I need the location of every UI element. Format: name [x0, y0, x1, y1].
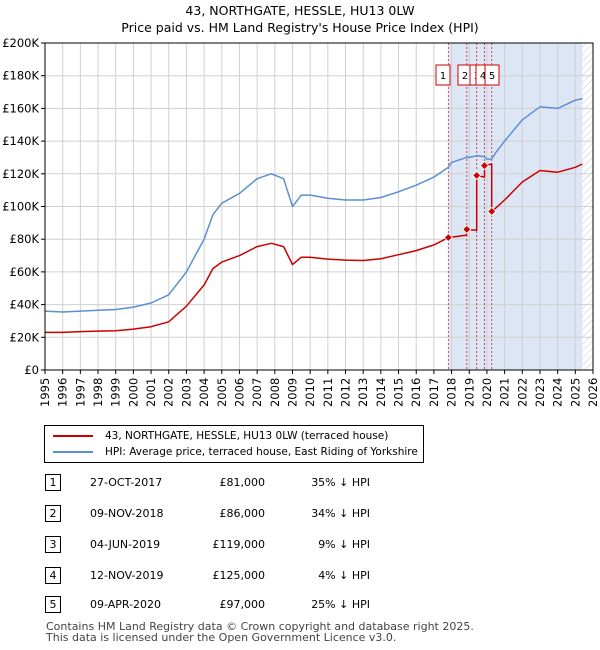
y-tick-label: £20K [10, 330, 40, 344]
x-tick-label: 1998 [91, 378, 105, 407]
sale-label-box [435, 64, 451, 86]
transaction-hpi: 35% ↓ HPI [311, 476, 370, 489]
legend-hpi-label: HPI: Average price, terraced house, East… [105, 446, 418, 458]
x-tick-label: 1997 [73, 378, 87, 407]
footer-licence: This data is licensed under the Open Gov… [46, 631, 397, 644]
y-tick-label: £120K [2, 167, 39, 181]
hpi-series-line [44, 97, 583, 313]
y-tick-label: £200K [2, 36, 39, 50]
x-tick-label: 2016 [409, 378, 423, 407]
price-chart: 12345 £0£20K£40K£60K£80K£100K£120K£140K£… [2, 36, 600, 407]
transaction-price: £119,000 [212, 538, 266, 551]
transaction-date: 09-NOV-2018 [90, 507, 164, 520]
x-tick-label: 2003 [179, 378, 193, 407]
footer: Contains HM Land Registry data © Crown c… [46, 621, 474, 643]
x-tick-label: 2020 [480, 378, 494, 407]
transaction-date: 12-NOV-2019 [90, 569, 164, 582]
x-tick-label: 2011 [321, 378, 335, 407]
transaction-number: 1 [45, 474, 61, 491]
y-tick-label: £0 [24, 363, 39, 377]
x-tick-label: 2004 [197, 378, 211, 407]
x-tick-label: 1999 [109, 378, 123, 407]
transaction-date: 09-APR-2020 [90, 598, 162, 611]
chart-legend: 43, NORTHGATE, HESSLE, HU13 0LW (terrace… [44, 425, 424, 463]
x-tick-label: 2022 [515, 378, 529, 407]
x-tick-label: 2005 [215, 378, 229, 407]
transaction-number: 4 [45, 567, 61, 584]
x-tick-label: 1996 [56, 378, 70, 407]
transaction-hpi: 25% ↓ HPI [311, 598, 370, 611]
y-tick-label: £140K [2, 134, 39, 148]
y-tick-label: £80K [10, 232, 40, 246]
x-tick-label: 2018 [445, 378, 459, 407]
x-tick-label: 2006 [232, 378, 246, 407]
x-tick-label: 2014 [374, 378, 388, 407]
x-tick-label: 2010 [303, 378, 317, 407]
transaction-hpi: 34% ↓ HPI [311, 507, 370, 520]
sale-point [472, 170, 482, 181]
transaction-date: 04-JUN-2019 [90, 538, 161, 551]
footer-copyright: Contains HM Land Registry data © Crown c… [46, 620, 474, 633]
sale-label-box [484, 64, 500, 86]
x-tick-label: 2021 [498, 378, 512, 407]
sale-point [487, 206, 497, 216]
x-tick-label: 2024 [551, 378, 565, 407]
transaction-hpi: 4% ↓ HPI [318, 569, 370, 582]
x-tick-label: 2002 [162, 378, 176, 407]
x-tick-label: 2015 [392, 378, 406, 407]
transaction-hpi: 9% ↓ HPI [318, 538, 370, 551]
y-tick-label: £40K [10, 298, 40, 312]
sale-label-number: 4 [480, 71, 486, 82]
x-tick-label: 2023 [533, 378, 547, 407]
transaction-number: 3 [45, 536, 61, 553]
y-tick-label: £100K [2, 200, 39, 214]
y-tick-label: £160K [2, 101, 39, 115]
sale-point [479, 161, 490, 171]
legend-hpi-swatch [53, 451, 93, 453]
transaction-price: £97,000 [219, 598, 266, 611]
transaction-number: 5 [45, 596, 61, 613]
x-tick-label: 2019 [462, 378, 476, 407]
legend-property: 43, NORTHGATE, HESSLE, HU13 0LW (terrace… [53, 428, 388, 444]
chart-title-line2: Price paid vs. HM Land Registry's House … [121, 20, 479, 35]
x-tick-label: 2026 [586, 378, 600, 407]
x-tick-label: 2008 [268, 378, 282, 407]
y-tick-label: £60K [10, 265, 40, 279]
sale-point [443, 232, 453, 243]
sale-label: 5 [484, 64, 500, 86]
legend-hpi: HPI: Average price, terraced house, East… [53, 444, 418, 460]
x-tick-label: 2025 [568, 378, 582, 407]
transaction-price: £86,000 [219, 507, 266, 520]
sale-label-number: 5 [489, 71, 495, 82]
x-tick-label: 2001 [144, 378, 158, 407]
x-tick-label: 2012 [339, 378, 353, 407]
transaction-number: 2 [45, 505, 61, 522]
x-tick-label: 2000 [126, 378, 140, 407]
legend-property-label: 43, NORTHGATE, HESSLE, HU13 0LW (terrace… [105, 430, 389, 442]
transaction-price: £125,000 [212, 569, 266, 582]
y-tick-label: £180K [2, 69, 39, 83]
x-tick-label: 2013 [356, 378, 370, 407]
transaction-price: £81,000 [219, 476, 266, 489]
legend-property-swatch [53, 435, 93, 437]
sale-label: 1 [435, 64, 451, 86]
x-tick-label: 1995 [38, 378, 52, 407]
x-tick-label: 2007 [250, 378, 264, 407]
x-tick-label: 2017 [427, 378, 441, 407]
sale-label-number: 2 [462, 71, 468, 82]
sale-label-number: 1 [440, 71, 446, 82]
sale-point [462, 224, 472, 234]
x-tick-label: 2009 [285, 378, 299, 407]
transaction-date: 27-OCT-2017 [90, 476, 163, 489]
chart-title-line1: 43, NORTHGATE, HESSLE, HU13 0LW [185, 3, 415, 18]
